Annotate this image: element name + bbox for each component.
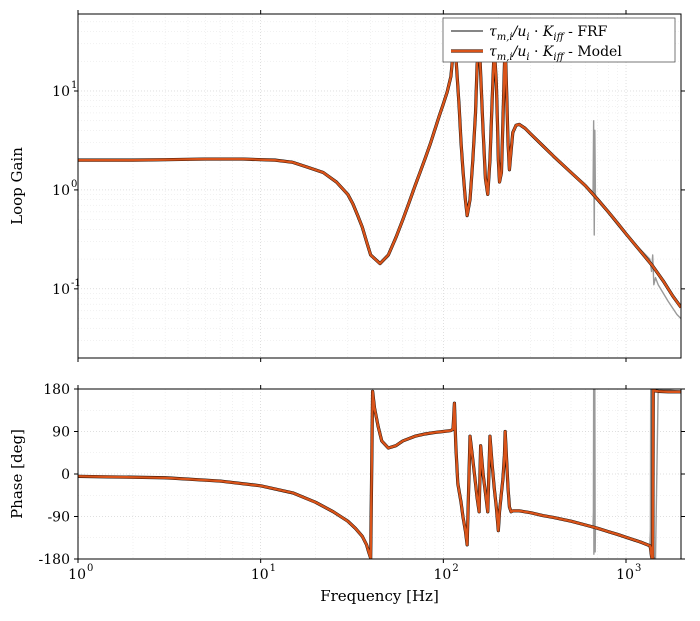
svg-text:2: 2	[452, 563, 458, 574]
svg-text:90: 90	[52, 425, 70, 441]
xlabel: Frequency [Hz]	[320, 587, 439, 605]
svg-text:-1: -1	[71, 278, 81, 289]
svg-text:10: 10	[68, 567, 86, 583]
top-ylabel: Loop Gain	[8, 147, 26, 225]
svg-text:10: 10	[52, 282, 70, 298]
svg-text:180: 180	[43, 382, 70, 398]
bode-plot: 10-1100101Loop Gain-180-9009018010010110…	[0, 0, 700, 621]
svg-text:0: 0	[87, 563, 93, 574]
svg-text:10: 10	[52, 84, 70, 100]
legend: τm,i/ui · Kiff - FRFτm,i/ui · Kiff - Mod…	[443, 18, 675, 63]
svg-text:1: 1	[71, 80, 77, 91]
svg-text:0: 0	[61, 467, 70, 483]
svg-text:-180: -180	[39, 552, 70, 568]
svg-text:10: 10	[52, 183, 70, 199]
svg-text:10: 10	[251, 567, 269, 583]
svg-text:1: 1	[270, 563, 276, 574]
bottom-ylabel: Phase [deg]	[8, 429, 26, 519]
svg-text:-90: -90	[47, 510, 70, 526]
svg-text:10: 10	[434, 567, 452, 583]
svg-text:0: 0	[71, 179, 77, 190]
svg-text:10: 10	[616, 567, 634, 583]
svg-text:3: 3	[635, 563, 641, 574]
